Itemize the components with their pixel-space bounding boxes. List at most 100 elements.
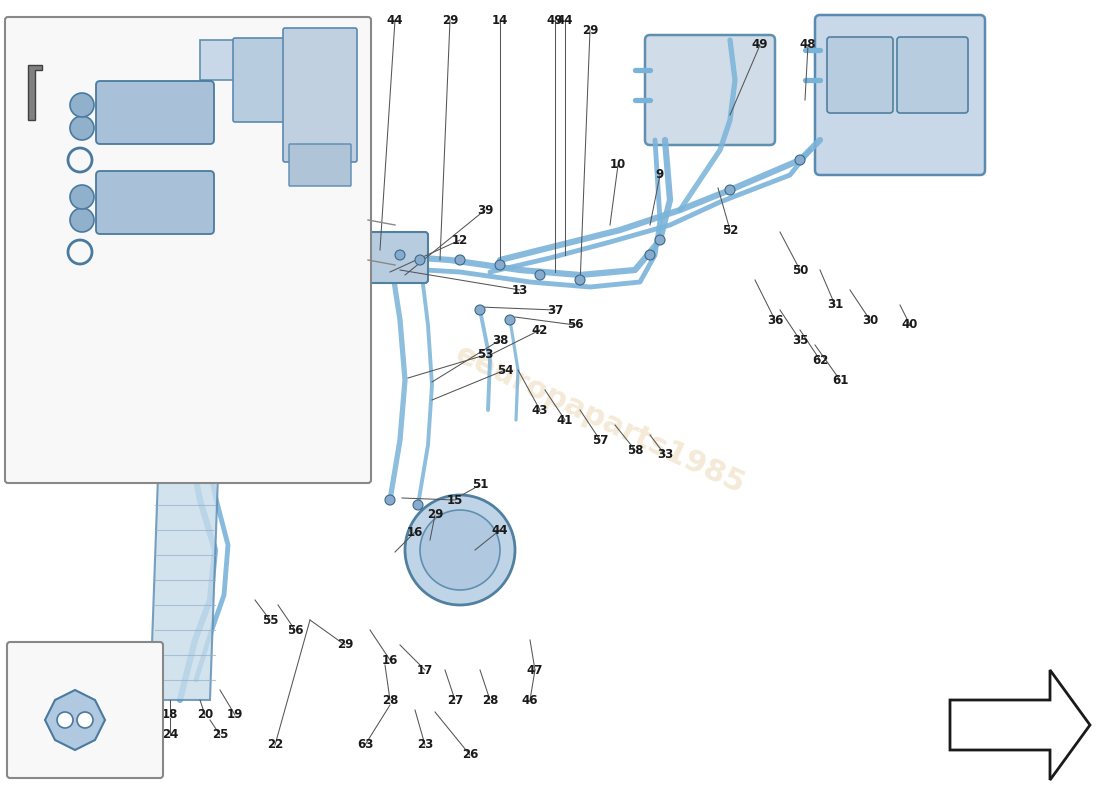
Text: 12: 12: [452, 234, 469, 246]
FancyBboxPatch shape: [289, 144, 351, 186]
Text: 16: 16: [407, 526, 424, 538]
Text: 43: 43: [531, 403, 548, 417]
Text: 9: 9: [656, 169, 664, 182]
Text: 46: 46: [521, 694, 538, 706]
Text: 15: 15: [447, 494, 463, 506]
Text: 44: 44: [387, 14, 404, 26]
Text: 53: 53: [287, 314, 304, 326]
Polygon shape: [200, 40, 270, 80]
Text: 31: 31: [827, 298, 843, 311]
Text: 34: 34: [267, 294, 283, 306]
Text: 25: 25: [212, 729, 228, 742]
Text: 58: 58: [627, 443, 644, 457]
Text: 8: 8: [298, 18, 306, 31]
Text: 48: 48: [800, 38, 816, 51]
Circle shape: [455, 255, 465, 265]
Text: 47: 47: [527, 663, 543, 677]
FancyBboxPatch shape: [645, 35, 775, 145]
Circle shape: [725, 185, 735, 195]
Circle shape: [405, 495, 515, 605]
Text: 27: 27: [447, 694, 463, 706]
Text: 4: 4: [190, 18, 199, 31]
Text: 20: 20: [197, 709, 213, 722]
Circle shape: [475, 305, 485, 315]
Circle shape: [505, 315, 515, 325]
Text: 17: 17: [417, 663, 433, 677]
Text: 10: 10: [609, 158, 626, 171]
Text: 51: 51: [472, 478, 488, 491]
Circle shape: [495, 260, 505, 270]
Text: 55: 55: [262, 614, 278, 626]
Polygon shape: [28, 65, 42, 120]
Text: 16: 16: [382, 654, 398, 666]
Text: 45: 45: [207, 323, 223, 337]
Text: 6: 6: [213, 18, 222, 31]
Polygon shape: [150, 420, 220, 700]
Text: 44: 44: [492, 523, 508, 537]
Text: 49: 49: [547, 14, 563, 26]
Text: 28: 28: [382, 694, 398, 706]
FancyBboxPatch shape: [283, 28, 358, 162]
Text: 54: 54: [497, 363, 514, 377]
Polygon shape: [950, 670, 1090, 780]
Text: 49: 49: [751, 38, 768, 51]
Text: 30: 30: [862, 314, 878, 326]
Text: 60: 60: [337, 343, 353, 357]
Circle shape: [77, 712, 94, 728]
Circle shape: [189, 394, 201, 406]
FancyBboxPatch shape: [815, 15, 984, 175]
Text: 54: 54: [301, 334, 318, 346]
Circle shape: [70, 116, 94, 140]
Text: 45: 45: [207, 154, 223, 166]
Text: 62: 62: [812, 354, 828, 366]
Text: 40: 40: [902, 318, 918, 331]
FancyBboxPatch shape: [362, 232, 428, 283]
Text: 28: 28: [482, 694, 498, 706]
Text: 35: 35: [792, 334, 808, 346]
Text: 2: 2: [210, 218, 219, 231]
Circle shape: [57, 712, 73, 728]
Text: 33: 33: [657, 449, 673, 462]
Text: 5: 5: [265, 18, 274, 31]
FancyBboxPatch shape: [6, 17, 371, 483]
Text: 29: 29: [337, 638, 353, 651]
Text: 29: 29: [427, 509, 443, 522]
Text: 4: 4: [323, 18, 332, 31]
Text: eeuropaparts1985: eeuropaparts1985: [451, 340, 749, 500]
Circle shape: [189, 354, 201, 366]
Text: 21: 21: [20, 714, 36, 726]
Text: 29: 29: [442, 14, 459, 26]
Circle shape: [415, 255, 425, 265]
FancyBboxPatch shape: [233, 38, 317, 122]
Text: 52: 52: [722, 223, 738, 237]
Circle shape: [645, 250, 654, 260]
Text: 24: 24: [162, 729, 178, 742]
FancyBboxPatch shape: [96, 81, 214, 144]
Text: 56: 56: [566, 318, 583, 331]
Text: 50: 50: [792, 263, 808, 277]
Text: 14: 14: [492, 14, 508, 26]
Text: 26: 26: [462, 749, 478, 762]
Text: 39: 39: [476, 203, 493, 217]
Text: 56: 56: [287, 623, 304, 637]
FancyBboxPatch shape: [96, 171, 214, 234]
Text: 13: 13: [512, 283, 528, 297]
Text: 3: 3: [241, 18, 250, 31]
Circle shape: [385, 495, 395, 505]
Circle shape: [70, 185, 94, 209]
Polygon shape: [45, 690, 104, 750]
Text: 37: 37: [547, 303, 563, 317]
Text: 7: 7: [25, 83, 34, 97]
Text: 23: 23: [417, 738, 433, 751]
Text: 61: 61: [832, 374, 848, 386]
Text: 32: 32: [252, 354, 268, 366]
Text: 36: 36: [767, 314, 783, 326]
FancyBboxPatch shape: [827, 37, 893, 113]
Circle shape: [189, 314, 201, 326]
Text: 42: 42: [531, 323, 548, 337]
Text: 53: 53: [476, 349, 493, 362]
Text: 18: 18: [162, 709, 178, 722]
Circle shape: [220, 350, 230, 360]
Circle shape: [205, 355, 214, 365]
Text: 38: 38: [492, 334, 508, 346]
